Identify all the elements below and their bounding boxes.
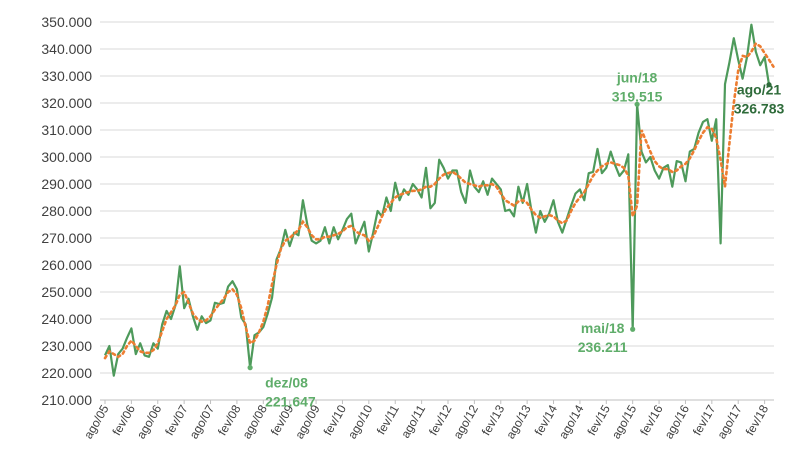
y-tick-label: 310.000 (41, 122, 92, 138)
y-tick-label: 330.000 (41, 68, 92, 84)
gridlines (100, 21, 774, 401)
annotation-label: ago/21 (737, 82, 782, 98)
x-tick-label: fev/11 (374, 402, 402, 437)
annotation-value: 221.647 (265, 394, 316, 410)
x-tick-label: ago/07 (187, 402, 218, 441)
annotation-marker (634, 101, 640, 107)
y-tick-label: 290.000 (41, 176, 92, 192)
annotation-label: jun/18 (616, 69, 658, 85)
annotation-value: 319.515 (612, 88, 663, 104)
annotation-marker (766, 82, 772, 88)
annotation-label: mai/18 (581, 320, 625, 336)
x-tick-label: ago/05 (81, 402, 112, 441)
series-line-trend (103, 41, 775, 360)
annotation-marker (247, 365, 253, 371)
y-tick-label: 320.000 (41, 95, 92, 111)
annotation-marker (630, 326, 636, 332)
y-tick-label: 220.000 (41, 365, 92, 381)
y-tick-label: 270.000 (41, 230, 92, 246)
y-tick-label: 240.000 (41, 311, 92, 327)
annotations: dez/08 221.647 mai/18 236.211 jun/18 319.515 a… (247, 69, 785, 410)
x-tick-label: ago/15 (609, 402, 640, 441)
series-line-monthly (104, 23, 771, 377)
x-tick-label: ago/11 (398, 402, 428, 440)
x-tick-label: fev/18 (743, 402, 772, 438)
y-tick-label: 230.000 (41, 338, 92, 354)
annotation-label: dez/08 (265, 375, 308, 391)
y-tick-label: 260.000 (41, 257, 92, 273)
annotation-value: 326.783 (734, 101, 785, 117)
x-tick-label: ago/13 (503, 402, 534, 441)
y-tick-label: 210.000 (41, 392, 92, 408)
y-axis: 210.000 220.000 230.000 240.000 250.000 260.0… (41, 14, 92, 408)
y-tick-label: 350.000 (41, 14, 92, 30)
x-tick-label: ago/06 (134, 402, 165, 441)
annotation-value: 236.211 (578, 339, 628, 355)
x-tick-label: ago/12 (450, 402, 481, 441)
x-axis: ago/05fev/06ago/06fev/07ago/07fev/08ago/… (81, 400, 771, 441)
series-group (103, 23, 775, 377)
x-tick-label: ago/14 (556, 402, 587, 441)
y-tick-label: 340.000 (41, 41, 92, 57)
y-tick-label: 250.000 (41, 284, 92, 300)
x-tick-label: ago/17 (714, 402, 745, 441)
y-tick-label: 280.000 (41, 203, 92, 219)
x-tick-label: ago/10 (345, 402, 376, 441)
x-tick-label: ago/16 (662, 402, 693, 441)
y-tick-label: 300.000 (41, 149, 92, 165)
